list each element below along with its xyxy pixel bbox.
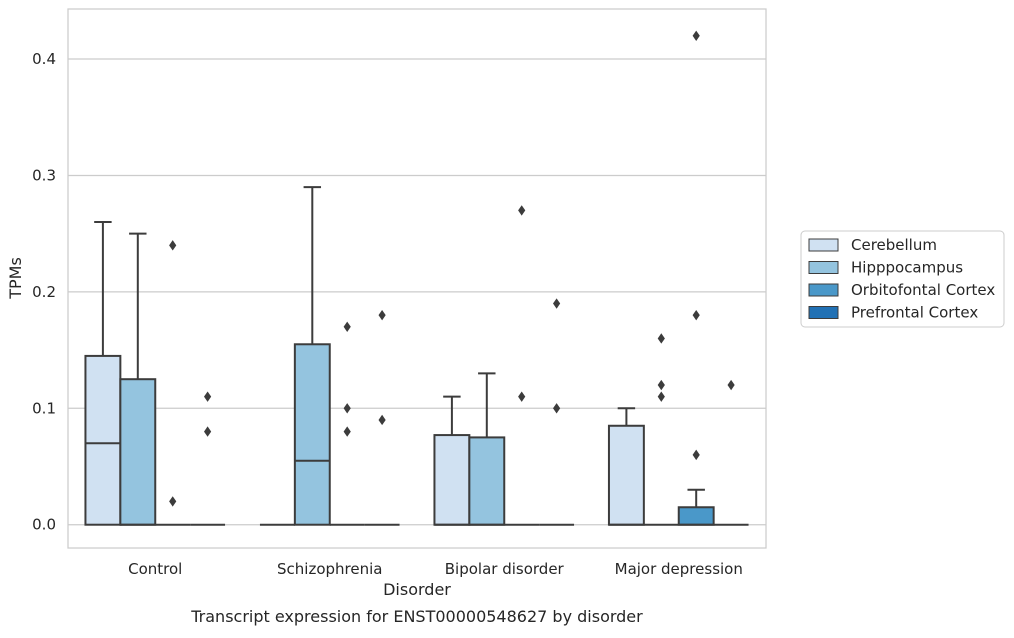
outlier-point	[692, 30, 700, 41]
outlier-point	[553, 298, 561, 309]
box-body	[468, 436, 506, 526]
legend-swatch-prefrontal-cortex	[808, 306, 839, 319]
box-hipppocampus-bipolar-disorder	[468, 372, 506, 526]
box-body	[293, 343, 331, 526]
outlier-point	[518, 391, 526, 402]
outlier-point	[553, 403, 561, 414]
outlier-point	[204, 391, 212, 402]
figure-caption: Transcript expression for ENST0000054862…	[190, 607, 643, 626]
legend-label-hipppocampus: Hipppocampus	[851, 259, 963, 277]
box-orbitofontal-cortex-schizophrenia	[329, 321, 365, 526]
box-cerebellum-major-depression	[607, 407, 645, 526]
box-orbitofontal-cortex-bipolar-disorder	[504, 205, 540, 526]
x-tick-label-bipolar-disorder: Bipolar disorder	[445, 560, 565, 578]
y-axis-title: TPMs	[6, 257, 25, 300]
box-prefrontal-cortex-major-depression	[713, 379, 749, 526]
x-tick-label-schizophrenia: Schizophrenia	[277, 560, 382, 578]
outlier-point	[657, 391, 665, 402]
box-hipppocampus-major-depression	[643, 333, 679, 526]
box-hipppocampus-schizophrenia	[293, 186, 331, 526]
x-tick-label-major-depression: Major depression	[615, 560, 743, 578]
axis-ticks: 0.0 0.1 0.2 0.3 0.4 Control Schizophrenia Bipol…	[32, 50, 743, 578]
outlier-point	[343, 426, 351, 437]
plot-frame	[67, 8, 767, 549]
legend: Cerebellum Hipppocampus Orbitofontal Corte…	[800, 230, 1005, 328]
box-body	[433, 434, 471, 526]
box-body	[84, 354, 122, 526]
outlier-point	[692, 449, 700, 461]
box-plots	[84, 30, 749, 526]
y-tick-label: 0.1	[32, 399, 56, 417]
legend-swatch-orbitofontal-cortex	[808, 283, 839, 297]
outlier-point	[378, 414, 386, 426]
outlier-point	[169, 240, 177, 251]
box-prefrontal-cortex-bipolar-disorder	[539, 298, 575, 526]
outlier-point	[343, 403, 351, 414]
legend-swatch-cerebellum	[808, 238, 839, 252]
x-axis-title: Disorder	[383, 580, 451, 599]
legend-label-orbitofontal-cortex: Orbitofontal Cortex	[851, 281, 995, 299]
outlier-point	[343, 321, 351, 333]
legend-label-cerebellum: Cerebellum	[851, 236, 937, 254]
box-prefrontal-cortex-schizophrenia	[364, 309, 400, 526]
box-body	[119, 378, 157, 526]
outlier-point	[169, 496, 177, 507]
y-tick-label: 0.3	[32, 166, 56, 184]
outlier-point	[204, 426, 212, 437]
legend-swatch-hipppocampus	[808, 261, 839, 274]
box-orbitofontal-cortex-major-depression	[677, 30, 715, 526]
y-tick-label: 0.4	[32, 50, 56, 68]
outlier-point	[657, 379, 665, 391]
box-body	[607, 424, 645, 526]
y-tick-label: 0.2	[32, 283, 56, 301]
outlier-point	[692, 309, 700, 321]
outlier-point	[518, 205, 526, 216]
outlier-point	[657, 333, 665, 344]
legend-label-prefrontal-cortex: Prefrontal Cortex	[851, 304, 978, 322]
box-body	[677, 506, 715, 526]
box-hipppocampus-control	[119, 232, 157, 526]
legend-frame	[800, 230, 1005, 328]
box-prefrontal-cortex-control	[190, 391, 226, 526]
y-tick-label: 0.0	[32, 516, 56, 534]
box-orbitofontal-cortex-control	[155, 240, 191, 526]
outlier-point	[378, 309, 386, 321]
outlier-point	[727, 379, 735, 391]
x-tick-label-control: Control	[128, 560, 182, 578]
